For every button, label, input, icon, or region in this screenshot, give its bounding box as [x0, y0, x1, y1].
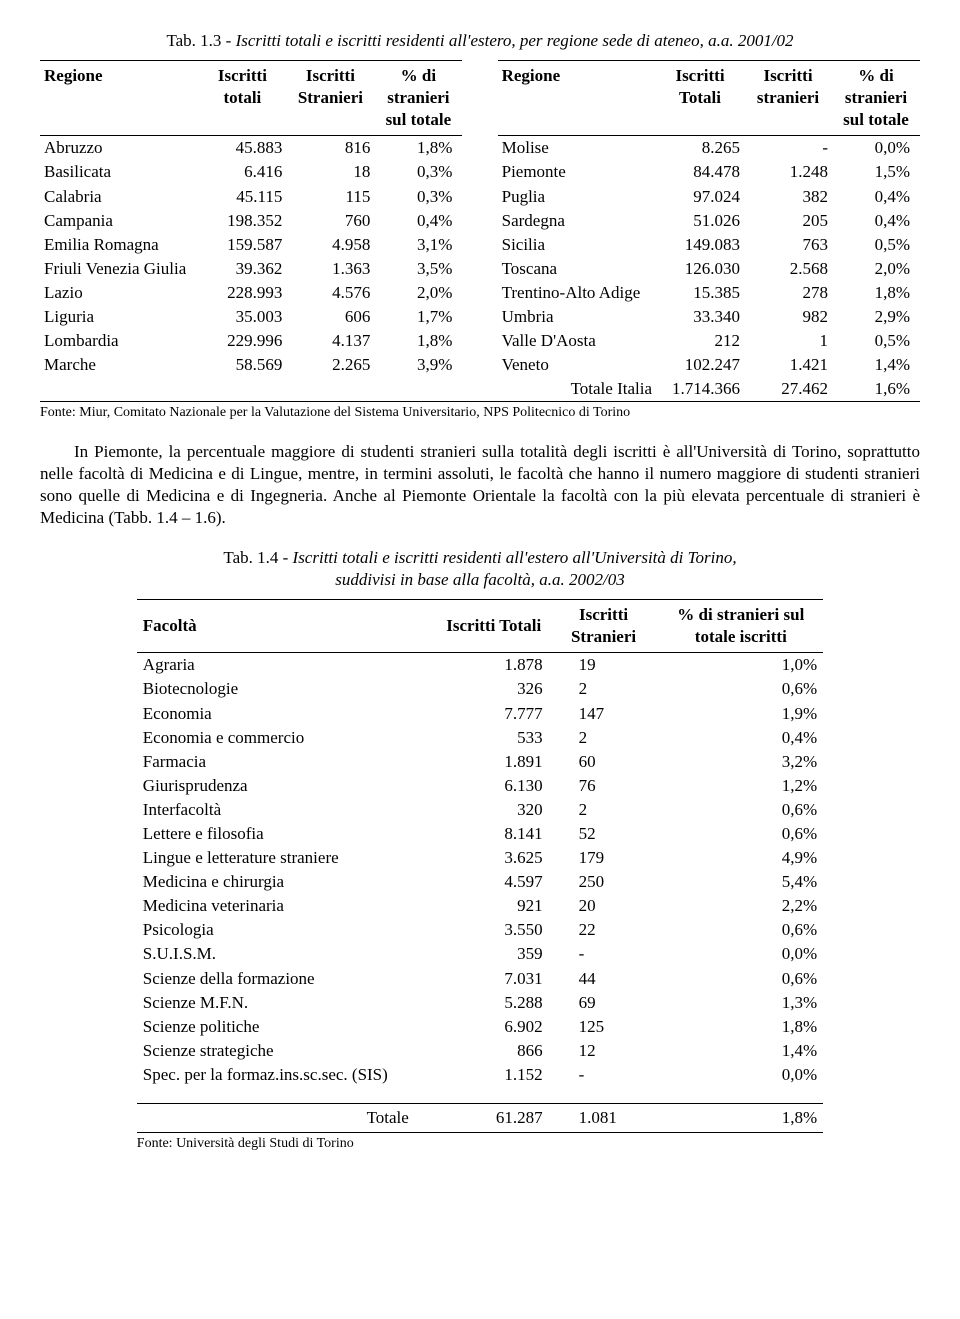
table-row: Scienze della formazione7.031440,6% [137, 967, 823, 991]
t1-h-right-tot: Iscritti Totali [656, 61, 744, 136]
table-row: Lettere e filosofia8.141520,6% [137, 822, 823, 846]
t2-h-fac: Facoltà [137, 600, 439, 653]
table-row: Lingue e letterature straniere3.6251794,… [137, 846, 823, 870]
table-row: Marche58.5692.2653,9%Veneto102.2471.4211… [40, 353, 920, 377]
t1-h-left-pct: % di stranieri sul totale [374, 61, 462, 136]
t1-h-left-str: Iscritti Stranieri [286, 61, 374, 136]
table-row: Scienze M.F.N.5.288691,3% [137, 991, 823, 1015]
table-row: Liguria35.0036061,7%Umbria33.3409822,9% [40, 305, 920, 329]
table1-caption-title: Iscritti totali e iscritti residenti all… [236, 31, 794, 50]
table-row: Abruzzo45.8838161,8%Molise8.265-0,0% [40, 136, 920, 161]
table-row: S.U.I.S.M.359-0,0% [137, 942, 823, 966]
table-row: Emilia Romagna159.5874.9583,1%Sicilia149… [40, 233, 920, 257]
table1-caption-num: Tab. 1.3 - [166, 31, 235, 50]
table-row: Friuli Venezia Giulia39.3621.3633,5%Tosc… [40, 257, 920, 281]
table1: Regione Iscritti totali Iscritti Stranie… [40, 60, 920, 402]
table2-caption-title-l2: suddivisi in base alla facoltà, a.a. 200… [335, 570, 624, 589]
table-row: Medicina veterinaria921202,2% [137, 894, 823, 918]
table2-caption: Tab. 1.4 - Iscritti totali e iscritti re… [40, 547, 920, 591]
table-row: Biotecnologie32620,6% [137, 677, 823, 701]
table2: Facoltà Iscritti Totali Iscritti Stranie… [137, 599, 823, 1133]
table1-caption: Tab. 1.3 - Iscritti totali e iscritti re… [40, 30, 920, 52]
table-row: Economia7.7771471,9% [137, 702, 823, 726]
table-row: Lazio228.9934.5762,0%Trentino-Alto Adige… [40, 281, 920, 305]
table-row: Scienze politiche6.9021251,8% [137, 1015, 823, 1039]
t1-h-left-region: Regione [40, 61, 198, 136]
table1-source: Fonte: Miur, Comitato Nazionale per la V… [40, 404, 920, 422]
table-row: Campania198.3527600,4%Sardegna51.0262050… [40, 209, 920, 233]
table-row: Scienze strategiche866121,4% [137, 1039, 823, 1063]
table-row: Interfacoltà32020,6% [137, 798, 823, 822]
body-paragraph: In Piemonte, la percentuale maggiore di … [40, 441, 920, 529]
table-row: Spec. per la formaz.ins.sc.sec. (SIS)1.1… [137, 1063, 823, 1087]
t1-h-right-str: Iscritti stranieri [744, 61, 832, 136]
table-total-row: Totale61.2871.0811,8% [137, 1104, 823, 1133]
table-row: Lombardia229.9964.1371,8%Valle D'Aosta21… [40, 329, 920, 353]
table-row: Giurisprudenza6.130761,2% [137, 774, 823, 798]
t1-h-left-tot: Iscritti totali [198, 61, 286, 136]
table-row: Psicologia3.550220,6% [137, 918, 823, 942]
t1-h-right-pct: % di stranieri sul totale [832, 61, 920, 136]
table2-caption-title-l1: Iscritti totali e iscritti residenti all… [293, 548, 737, 567]
t2-h-tot: Iscritti Totali [439, 600, 549, 653]
table-row: Farmacia1.891603,2% [137, 750, 823, 774]
table-row: Agraria1.878191,0% [137, 653, 823, 678]
table-row: Totale Italia1.714.36627.4621,6% [40, 377, 920, 402]
table-row: Medicina e chirurgia4.5972505,4% [137, 870, 823, 894]
t2-h-pct: % di stranieri sul totale iscritti [658, 600, 823, 653]
table-row: Basilicata6.416180,3%Piemonte84.4781.248… [40, 160, 920, 184]
table2-caption-num: Tab. 1.4 - [223, 548, 292, 567]
table2-source: Fonte: Università degli Studi di Torino [137, 1135, 920, 1153]
t2-h-str: Iscritti Stranieri [549, 600, 659, 653]
table-row: Economia e commercio53320,4% [137, 726, 823, 750]
t1-h-right-region: Regione [498, 61, 656, 136]
table-row: Calabria45.1151150,3%Puglia97.0243820,4% [40, 185, 920, 209]
